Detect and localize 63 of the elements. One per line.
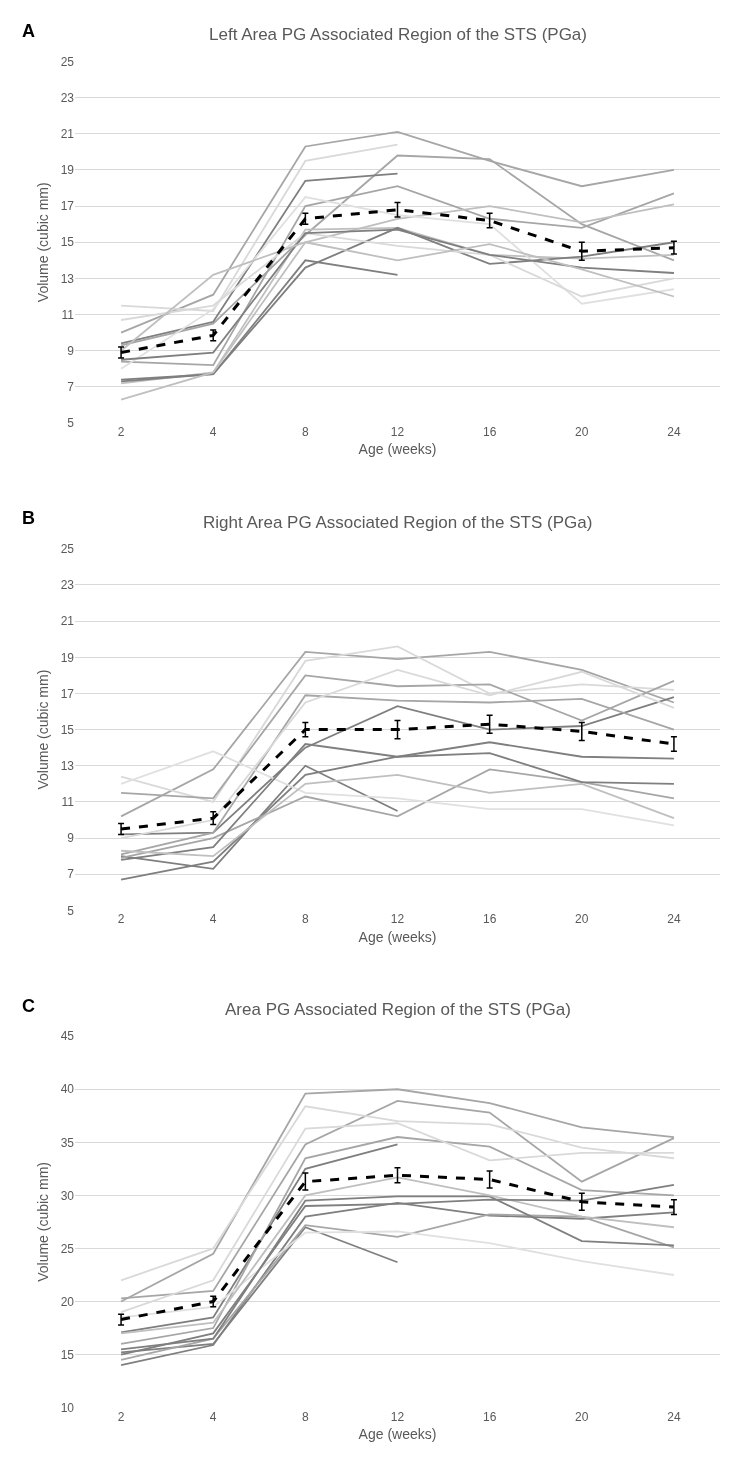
x-axis-title: Age (weeks) (358, 441, 437, 458)
y-tick-label: 5 (67, 416, 75, 431)
y-tick-label: 5 (67, 903, 75, 918)
x-tick-label: 4 (209, 425, 217, 440)
x-tick-label: 8 (302, 912, 310, 927)
x-tick-label: 4 (209, 912, 217, 927)
y-tick-label: 19 (60, 163, 75, 178)
text: B (22, 508, 35, 528)
text: C (22, 996, 35, 1016)
y-tick-label: 30 (60, 1188, 75, 1203)
y-tick-label: 25 (60, 542, 75, 557)
x-axis-title: Age (weeks) (358, 1425, 437, 1442)
x-tick-label: 2 (117, 1409, 125, 1424)
x-tick-label: 24 (667, 425, 681, 440)
x-tick-label: 2 (117, 912, 125, 927)
x-tick-label: 20 (575, 912, 589, 927)
chart-title: Left Area PG Associated Region of the STS (PGa) (209, 25, 587, 44)
x-tick-label: 16 (482, 1409, 497, 1424)
y-tick-label: 7 (67, 380, 75, 395)
chart-title: Area PG Associated Region of the STS (PGa) (225, 1000, 571, 1019)
y-tick-label: 23 (60, 90, 75, 105)
y-tick-label: 19 (60, 650, 75, 665)
text: A (22, 21, 35, 41)
y-axis-title: Volume (cubic mm) (35, 669, 52, 790)
y-tick-label: 21 (60, 614, 75, 629)
y-tick-label: 15 (60, 235, 75, 250)
y-tick-label: 9 (67, 831, 75, 846)
y-tick-label: 20 (60, 1294, 75, 1309)
x-tick-label: 24 (667, 1409, 681, 1424)
x-tick-label: 20 (575, 1409, 589, 1424)
y-axis-title: Volume (cubic mm) (35, 1162, 52, 1282)
x-tick-label: 4 (209, 1409, 217, 1424)
y-tick-label: 25 (60, 1241, 75, 1256)
x-tick-label: 8 (302, 425, 310, 440)
y-tick-label: 11 (61, 795, 75, 810)
y-tick-label: 17 (60, 686, 75, 701)
y-tick-label: 40 (60, 1082, 75, 1097)
y-tick-label: 15 (60, 1347, 75, 1362)
x-axis-title: Age (weeks) (358, 928, 437, 945)
y-tick-label: 10 (60, 1400, 75, 1415)
y-tick-label: 13 (60, 271, 75, 286)
y-tick-label: 35 (60, 1135, 75, 1150)
y-tick-label: 11 (61, 307, 75, 322)
x-tick-label: 16 (482, 425, 497, 440)
y-tick-label: 7 (67, 867, 75, 882)
chart-title: Right Area PG Associated Region of the STS (PGa) (203, 513, 593, 532)
x-tick-label: 12 (390, 1409, 405, 1424)
x-tick-label: 12 (390, 425, 405, 440)
y-tick-label: 9 (67, 343, 75, 358)
y-axis-title: Volume (cubic mm) (35, 182, 52, 303)
x-tick-label: 8 (302, 1409, 310, 1424)
y-tick-label: 23 (60, 578, 75, 593)
x-tick-label: 16 (482, 912, 497, 927)
x-tick-label: 12 (390, 912, 405, 927)
x-tick-label: 20 (575, 425, 589, 440)
y-tick-label: 21 (60, 126, 75, 141)
y-tick-label: 13 (60, 758, 75, 773)
y-tick-label: 17 (60, 199, 75, 214)
y-tick-label: 15 (60, 722, 75, 737)
x-tick-label: 24 (667, 912, 681, 927)
y-tick-label: 45 (60, 1029, 75, 1044)
y-tick-label: 25 (60, 54, 75, 69)
x-tick-label: 2 (117, 425, 125, 440)
